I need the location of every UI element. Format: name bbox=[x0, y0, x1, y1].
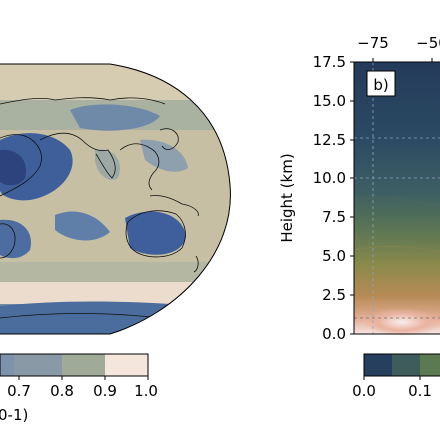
map-boundary bbox=[0, 63, 231, 335]
colorbar-a-ticklabel-3: 1.0 bbox=[134, 382, 158, 400]
dry-region-central-asia bbox=[70, 104, 160, 131]
coast-australia bbox=[125, 210, 186, 258]
colorbar-b-ticklabel-0: 0.0 bbox=[352, 382, 376, 400]
panel-b-frame bbox=[353, 61, 440, 335]
panel-b-yticklabel-7: 17.5 bbox=[313, 53, 346, 71]
colorbar-a-frame bbox=[0, 353, 149, 377]
colorbar-a-segment-0 bbox=[0, 354, 14, 376]
midlat-band-south bbox=[0, 262, 231, 282]
coastlines bbox=[0, 97, 199, 319]
coast-se-asia bbox=[119, 143, 160, 191]
panel-b-yticklabel-3: 7.5 bbox=[322, 208, 346, 226]
panel-b-yticklabel-6: 15.0 bbox=[313, 92, 346, 110]
colorbar-b-ticklabel-1: 0.1 bbox=[408, 382, 432, 400]
panel-b-contour-1 bbox=[353, 197, 440, 207]
colorbar-a-ticklabel-1: 0.8 bbox=[50, 382, 74, 400]
coast-southern-africa bbox=[0, 223, 16, 259]
colorbar-b-frame bbox=[363, 353, 440, 377]
coast-arabia-africa bbox=[0, 134, 42, 197]
region-east-asia bbox=[140, 139, 188, 172]
panel-b-yticklabel-1: 2.5 bbox=[322, 286, 346, 304]
colorbar-a-segment-1 bbox=[14, 354, 62, 376]
colorbar-a-label: 0-1) bbox=[0, 406, 28, 424]
coast-indonesia bbox=[149, 195, 199, 217]
coast-new-zealand bbox=[193, 255, 199, 273]
dry-core-africa bbox=[0, 149, 26, 186]
panel-b-ylabel: Height (km) bbox=[278, 153, 296, 242]
coast-north-eurasia bbox=[0, 97, 166, 105]
panel-b: b) −75 −50 0.0 2.5 5.0 7.5 10.0 12.5 15.… bbox=[278, 34, 440, 343]
coast-japan-korea bbox=[159, 128, 179, 150]
colorbar-a-ticklabel-0: 0.7 bbox=[7, 382, 31, 400]
panel-b-label: b) bbox=[373, 76, 388, 94]
map-panel bbox=[0, 63, 231, 335]
panel-b-yticklabel-4: 10.0 bbox=[313, 169, 346, 187]
coast-antarctica bbox=[0, 313, 161, 319]
colorbar-a-ticklabel-2: 0.9 bbox=[93, 382, 117, 400]
panel-b-yticklabel-5: 12.5 bbox=[313, 131, 346, 149]
region-india bbox=[95, 149, 120, 180]
panel-b-grid bbox=[354, 62, 440, 334]
panel-b-contour-2 bbox=[353, 245, 440, 253]
panel-b-yticklabel-0: 0.0 bbox=[322, 325, 346, 343]
panel-b-label-box bbox=[366, 70, 396, 97]
colorbar-b-segment-2 bbox=[420, 354, 440, 376]
colorbar-a-segment-2 bbox=[62, 354, 105, 376]
colorbar-b-segment-1 bbox=[392, 354, 420, 376]
ocean-region-indian bbox=[55, 211, 110, 241]
southern-ocean-band bbox=[0, 282, 231, 304]
panel-b-field bbox=[354, 62, 440, 334]
colorbar-b: 0.0 0.1 bbox=[352, 353, 440, 400]
colorbar-a: 0.7 0.8 0.9 1.0 0-1) bbox=[0, 353, 158, 424]
coast-south-asia bbox=[39, 132, 116, 179]
panel-b-xticklabel-1: −50 bbox=[416, 34, 440, 52]
panel-b-yticks bbox=[350, 61, 354, 335]
colorbar-a-segment-3 bbox=[105, 354, 148, 376]
panel-b-surface-maximum bbox=[362, 308, 440, 336]
colorbar-b-segment-0 bbox=[364, 354, 392, 376]
dry-region-australia bbox=[125, 211, 186, 255]
panel-b-yticklabel-2: 5.0 bbox=[322, 247, 346, 265]
panel-b-xticklabel-0: −75 bbox=[357, 34, 389, 52]
